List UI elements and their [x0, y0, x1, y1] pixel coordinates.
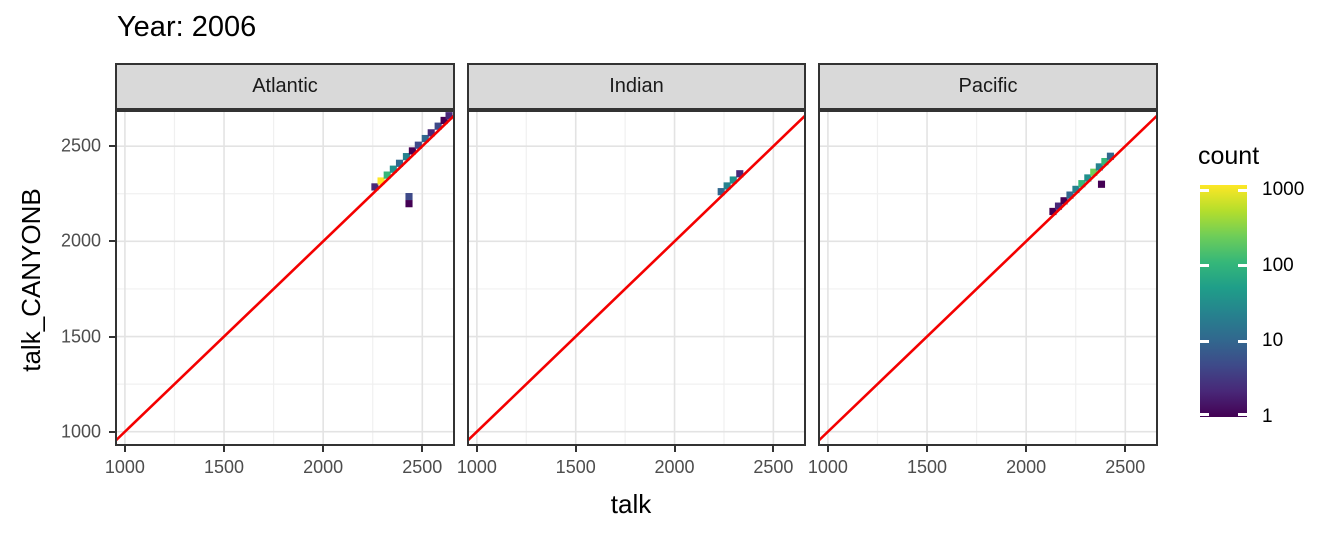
y-tick-label: 1000: [60, 421, 101, 442]
identity-line: [818, 113, 1158, 443]
y-axis-tick: [109, 145, 115, 148]
bin2d-cell: [434, 122, 442, 130]
bin2d-cell: [1095, 163, 1103, 171]
bin2d-cell: [377, 177, 385, 185]
x-tick-label: 2000: [303, 457, 344, 477]
y-tick-label: 2500: [60, 135, 101, 156]
bin2d-cell: [421, 134, 429, 143]
legend-tick-label: 100: [1262, 254, 1294, 276]
bin2d-cell: [389, 165, 397, 173]
x-axis-tick: [475, 446, 478, 452]
x-tick-label: 1500: [907, 457, 948, 477]
legend-colorbar: [1200, 185, 1247, 417]
y-tick-label: 1500: [60, 326, 101, 347]
facet-strip-label: Indian: [609, 75, 664, 97]
x-tick-label: 1500: [555, 457, 596, 477]
legend-tick-mark: [1200, 188, 1209, 192]
legend-tick-mark: [1200, 339, 1209, 343]
bin2d-cell: [405, 193, 413, 201]
legend-tick-mark: [1238, 264, 1247, 268]
facet-panel-atlantic: [115, 110, 455, 446]
x-tick-label: 2500: [1105, 457, 1146, 477]
x-tick-label: 2500: [402, 457, 443, 477]
legend-title: count: [1198, 142, 1260, 170]
legend-tick-label: 1000: [1262, 179, 1305, 201]
bin2d-cell: [405, 200, 413, 208]
bin2d-cell: [736, 170, 744, 178]
legend-tick-mark: [1238, 339, 1247, 343]
panel-border: [115, 110, 455, 446]
facet-strip-label: Atlantic: [252, 75, 318, 97]
legend-tick-mark: [1200, 264, 1209, 268]
bin2d-cell: [1090, 168, 1098, 176]
bin2d-cell: [717, 188, 725, 196]
bin2d-cell: [383, 171, 391, 179]
panel-border: [818, 110, 1158, 446]
bin2d-cell: [1101, 157, 1109, 166]
x-axis-tick: [123, 446, 126, 452]
bin2d-cell: [440, 116, 448, 125]
x-axis-tick: [673, 446, 676, 452]
bin2d-cell: [1054, 202, 1063, 210]
x-axis-tick: [926, 446, 929, 452]
bin2d-cell: [1084, 174, 1092, 182]
bin2d-cell: [395, 159, 404, 167]
facet-panel-pacific: [818, 110, 1158, 446]
x-tick-label: 1000: [104, 457, 145, 477]
bin2d-cell: [1072, 185, 1080, 193]
bin2d-cell: [427, 129, 435, 137]
x-axis-title: talk: [610, 489, 652, 519]
x-tick-label: 2000: [654, 457, 695, 477]
legend-tick-label: 1: [1262, 406, 1273, 427]
bin2d-cell: [1097, 180, 1106, 188]
bin2d-cell: [1106, 152, 1114, 160]
y-axis-tick: [109, 430, 115, 433]
legend-tick-mark: [1238, 412, 1247, 416]
facet-strip-indian: Indian: [467, 63, 806, 110]
identity-line: [115, 113, 455, 443]
panel-border: [467, 110, 806, 446]
bin2d-cell: [402, 153, 410, 161]
bin2d-cell: [408, 147, 416, 155]
facet-panel-indian: [467, 110, 806, 446]
bin2d-cell: [1060, 197, 1068, 205]
identity-line: [467, 113, 806, 443]
bin2d-cell: [723, 182, 731, 190]
x-axis-tick: [421, 446, 424, 452]
x-axis-tick: [1025, 446, 1028, 452]
x-tick-label: 2000: [1006, 457, 1047, 477]
y-tick-label: 2000: [60, 230, 101, 251]
facet-strip-label: Pacific: [958, 75, 1018, 97]
x-axis-tick: [772, 446, 775, 452]
bin2d-cell: [371, 183, 379, 191]
x-tick-label: 2500: [753, 457, 794, 477]
legend-tick-label: 10: [1262, 330, 1284, 352]
y-axis-tick: [109, 240, 115, 243]
x-tick-label: 1500: [204, 457, 245, 477]
bin2d-cell: [1049, 207, 1057, 216]
facet-strip-atlantic: Atlantic: [115, 63, 455, 110]
bin2d-cell: [414, 141, 422, 149]
x-axis-tick: [1124, 446, 1127, 452]
y-axis-tick: [109, 335, 115, 338]
x-tick-label: 1000: [807, 457, 848, 477]
bin2d-cell: [729, 176, 737, 184]
x-axis-tick: [826, 446, 829, 452]
legend-tick-mark: [1238, 188, 1247, 192]
facet-strip-pacific: Pacific: [818, 63, 1158, 110]
plot-title: Year: 2006: [117, 11, 257, 43]
x-tick-label: 1000: [456, 457, 497, 477]
bin2d-cell: [1078, 180, 1086, 188]
y-axis-title: talk_CANYONB: [16, 188, 46, 372]
x-axis-tick: [574, 446, 577, 452]
x-axis-tick: [223, 446, 226, 452]
x-axis-tick: [322, 446, 325, 452]
legend-tick-mark: [1200, 412, 1209, 416]
bin2d-cell: [445, 112, 453, 120]
bin2d-cell: [1066, 191, 1074, 199]
